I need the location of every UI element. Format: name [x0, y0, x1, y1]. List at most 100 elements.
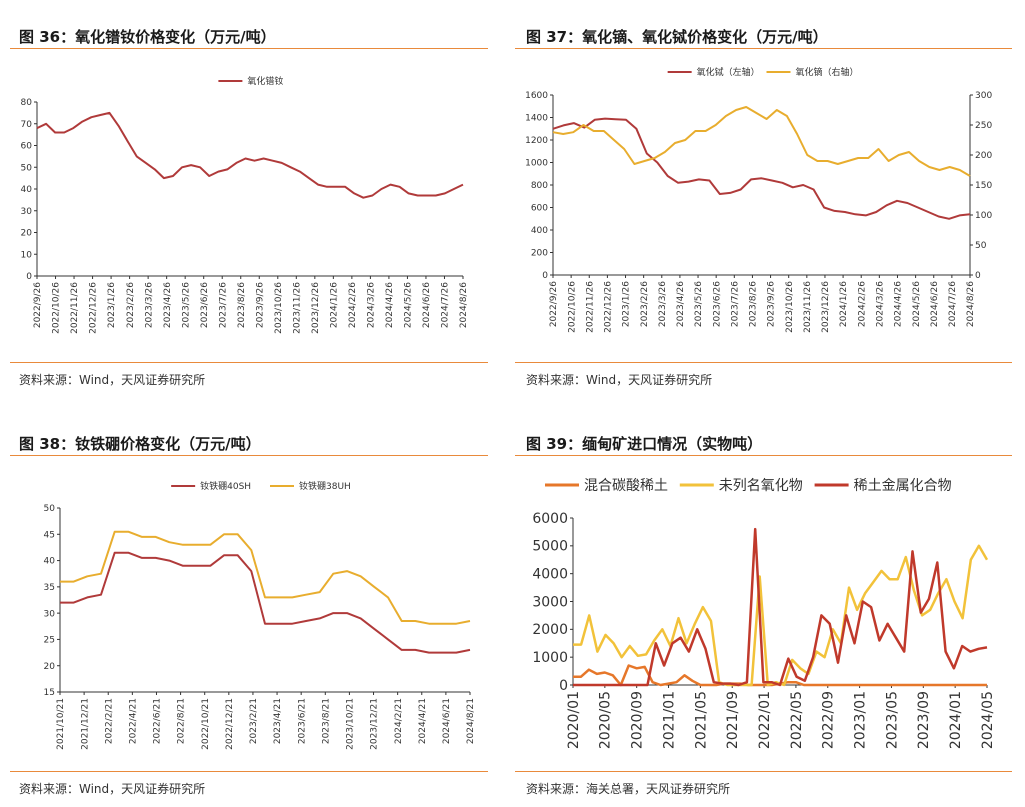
- y-tick-label: 1600: [525, 91, 548, 101]
- y2-tick-label: 50: [975, 241, 987, 251]
- y-tick-label: 60: [21, 142, 33, 152]
- y-tick-label: 200: [531, 249, 548, 259]
- chart-37-svg: 0 200 400 600 800 1000 1200 1400 1600 0 50 100 150 20…: [525, 66, 992, 333]
- x-tick-label: 2023/7/26: [730, 281, 740, 327]
- x-tick-label: 2024/2/26: [348, 282, 358, 328]
- source-rule: [515, 771, 1012, 772]
- x-tick-label: 2023/6/21: [297, 698, 307, 744]
- y-tick-label: 800: [531, 181, 548, 191]
- x-tick-label: 2022/12/21: [225, 698, 235, 750]
- chart-panel-39: 图 39：缅甸矿进口情况（实物吨） 0 1000 2000 3000 4000 5000 6…: [505, 400, 1025, 807]
- series-line: [552, 106, 971, 177]
- y-tick-label: 0: [26, 272, 32, 282]
- x-tick-label: 2023/11/26: [292, 282, 302, 334]
- x-tick-label: 2024/6/21: [442, 698, 452, 744]
- x-tick-label: 2023/5/26: [694, 281, 704, 327]
- x-tick-label: 2023/7/26: [218, 282, 228, 328]
- y-tick-label: 35: [44, 583, 55, 593]
- y-tick-label: 600: [531, 204, 548, 214]
- source-rule: [10, 362, 488, 363]
- chart-title: 图 36：氧化镨钕价格变化（万元/吨）: [19, 28, 276, 46]
- legend-label: 氧化镝（右轴）: [796, 66, 859, 78]
- x-tick-label: 2023/12/26: [311, 282, 321, 334]
- y-tick-label: 1400: [525, 114, 548, 124]
- y-tick-label: 40: [44, 557, 56, 567]
- x-tick-label: 2023/2/26: [640, 281, 650, 327]
- y-tick-label: 15: [44, 688, 55, 698]
- x-tick-label: 2023/12/21: [370, 698, 380, 750]
- chart-panel-37: 图 37：氧化镝、氧化铽价格变化（万元/吨） 0 200 400 600 800 1000…: [505, 0, 1025, 400]
- x-tick-label: 2022/01: [757, 691, 773, 749]
- x-tick-label: 2022/10/21: [201, 698, 211, 750]
- x-tick-label: 2024/5/26: [912, 281, 922, 327]
- y-tick-label: 3000: [532, 594, 568, 610]
- source-rule: [515, 362, 1012, 363]
- x-tick-label: 2024/8/26: [459, 282, 469, 328]
- x-tick-label: 2020/05: [598, 691, 614, 749]
- x-tick-label: 2024/4/21: [418, 698, 428, 744]
- y-tick-label: 10: [21, 250, 33, 260]
- y-tick-label: 0: [542, 271, 548, 281]
- x-tick-label: 2024/3/26: [875, 281, 885, 327]
- x-tick-label: 2023/01: [853, 691, 869, 749]
- y-tick-label: 0: [559, 678, 568, 694]
- series-line: [60, 551, 471, 654]
- x-tick-label: 2023/2/21: [249, 698, 259, 744]
- x-tick-label: 2020/01: [566, 691, 582, 749]
- x-tick-label: 2024/05: [980, 691, 996, 749]
- series-line: [573, 544, 989, 687]
- x-tick-label: 2024/01: [948, 691, 964, 749]
- x-tick-label: 2020/09: [630, 691, 646, 749]
- y-tick-label: 45: [44, 530, 55, 540]
- chart-36-svg: 0 10 20 30 40 50 60 70 80 2022/9/26 2022/10/26 2022…: [21, 75, 470, 334]
- x-tick-label: 2023/5/26: [181, 282, 191, 328]
- x-tick-label: 2023/09: [916, 691, 932, 749]
- x-tick-label: 2023/3/26: [144, 282, 154, 328]
- legend-label: 混合碳酸稀土: [584, 478, 668, 494]
- legend-label: 稀土金属化合物: [854, 478, 952, 494]
- source-note: 资料来源：Wind，天风证券研究所: [526, 373, 713, 387]
- y-tick-label: 25: [44, 636, 55, 646]
- x-tick-label: 2022/4/21: [129, 698, 139, 744]
- y-tick-label: 50: [21, 163, 33, 173]
- x-tick-label: 2024/1/26: [839, 281, 849, 327]
- x-tick-label: 2023/8/26: [237, 282, 247, 328]
- source-rule: [10, 771, 488, 772]
- y2-tick-label: 100: [975, 211, 992, 221]
- x-tick-label: 2022/11/26: [585, 281, 595, 333]
- x-tick-label: 2022/9/26: [549, 281, 559, 327]
- x-tick-label: 2022/12/26: [604, 281, 614, 333]
- chart-title: 图 39：缅甸矿进口情况（实物吨）: [526, 435, 763, 453]
- x-tick-label: 2021/01: [661, 691, 677, 749]
- x-tick-label: 2023/8/26: [749, 281, 759, 327]
- x-tick-label: 2023/2/26: [126, 282, 136, 328]
- y2-tick-label: 0: [975, 271, 981, 281]
- x-tick-label: 2024/2/26: [857, 281, 867, 327]
- y-tick-label: 1200: [525, 136, 548, 146]
- chart-title: 图 38：钕铁硼价格变化（万元/吨）: [19, 435, 261, 453]
- x-tick-label: 2024/4/26: [894, 281, 904, 327]
- x-tick-label: 2022/9/26: [33, 282, 43, 328]
- x-tick-label: 2022/10/26: [567, 281, 577, 333]
- x-tick-label: 2024/4/26: [385, 282, 395, 328]
- y-tick-label: 70: [21, 120, 33, 130]
- y-tick-label: 80: [21, 98, 33, 108]
- x-tick-label: 2022/09: [821, 691, 837, 749]
- y-tick-label: 2000: [532, 622, 568, 638]
- y-tick-label: 20: [44, 662, 56, 672]
- y2-tick-label: 150: [975, 181, 992, 191]
- x-tick-label: 2023/3/26: [658, 281, 668, 327]
- x-tick-label: 2023/12/26: [821, 281, 831, 333]
- y-tick-label: 4000: [532, 567, 568, 583]
- x-tick-label: 2021/10/21: [56, 698, 66, 750]
- title-underline: [10, 48, 488, 49]
- x-tick-label: 2024/3/26: [367, 282, 377, 328]
- x-tick-label: 2022/05: [789, 691, 805, 749]
- x-tick-label: 2024/1/26: [329, 282, 339, 328]
- legend-label: 钕铁硼38UH: [299, 480, 351, 492]
- y-tick-label: 40: [21, 185, 33, 195]
- x-tick-label: 2021/05: [693, 691, 709, 749]
- y-tick-label: 20: [21, 229, 33, 239]
- x-tick-label: 2023/9/26: [255, 282, 265, 328]
- x-tick-label: 2024/7/26: [441, 282, 451, 328]
